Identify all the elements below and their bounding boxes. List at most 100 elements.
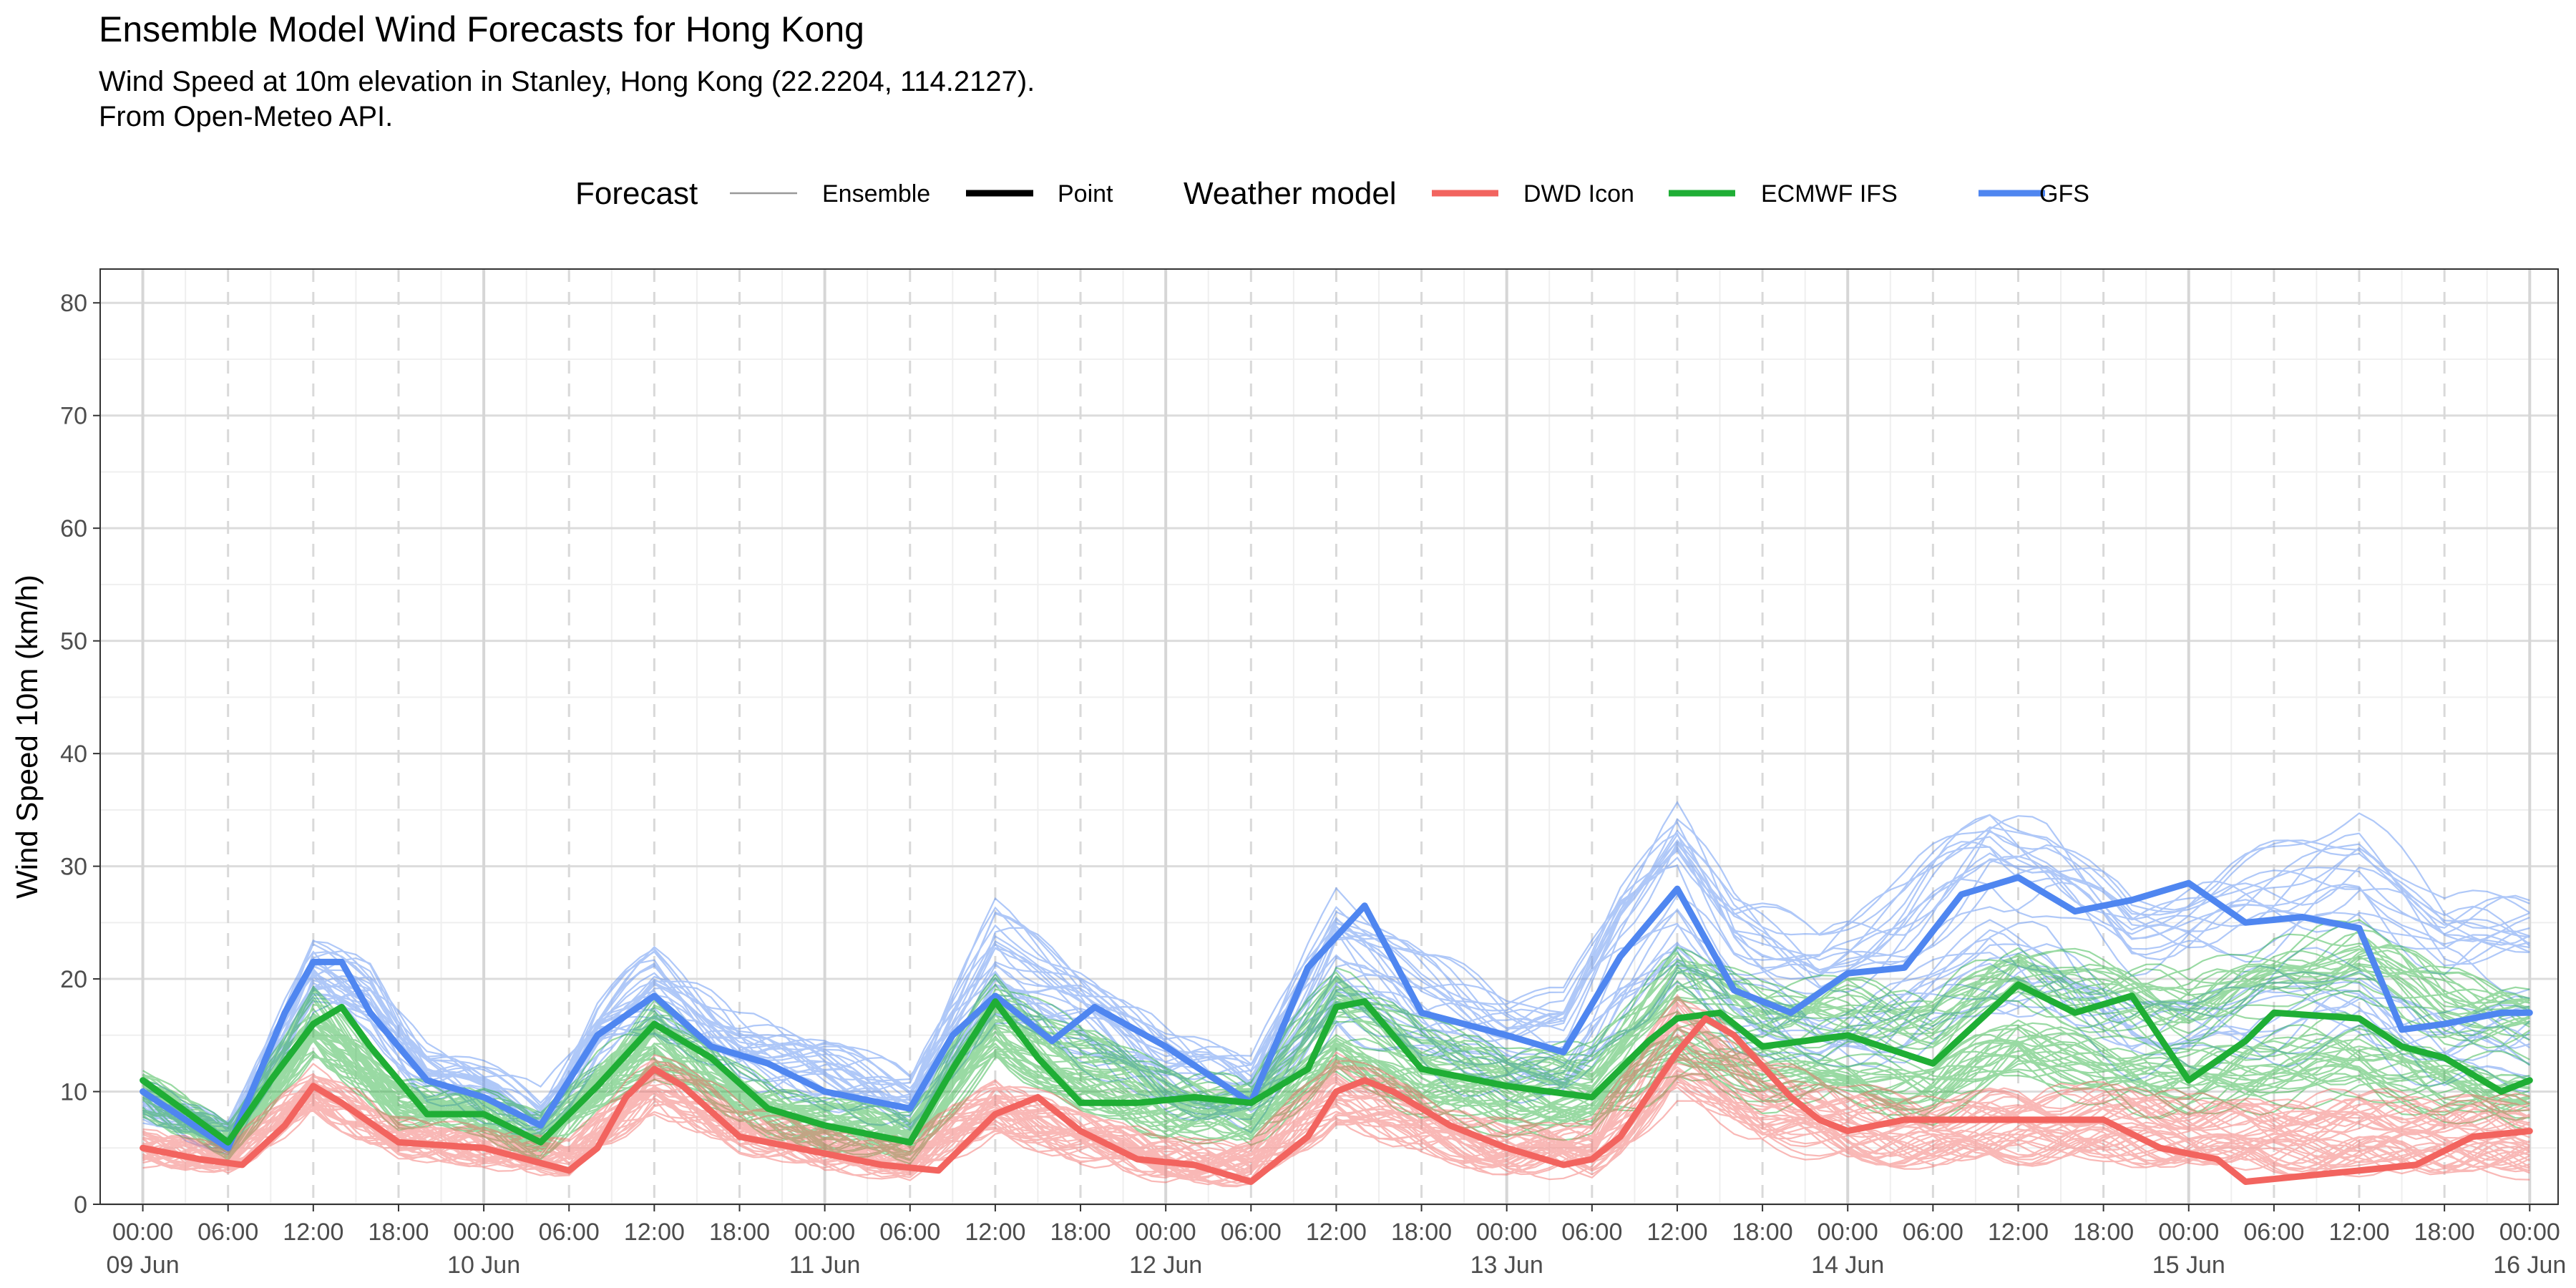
point-forecast-line-dwd-icon	[140, 1015, 2533, 1185]
ensemble-member-line	[142, 1016, 2530, 1154]
x-tick-label: 00:00	[1136, 1219, 1196, 1246]
ensemble-member-line	[142, 1012, 2530, 1165]
x-tick-label: 06:00	[1903, 1219, 1963, 1246]
ensemble-member-line	[142, 933, 2530, 1150]
x-tick-date-label: 16 Jun	[2493, 1252, 2566, 1279]
ensemble-member-line	[142, 1001, 2530, 1166]
point-forecast-line-ecmwf-ifs	[140, 981, 2533, 1146]
x-tick-date-label: 10 Jun	[447, 1252, 520, 1279]
ensemble-member-line	[142, 944, 2530, 1159]
y-tick-label: 30	[60, 854, 87, 881]
x-tick-label: 18:00	[2414, 1219, 2475, 1246]
x-tick-label: 12:00	[2328, 1219, 2389, 1246]
x-tick-label: 06:00	[1561, 1219, 1622, 1246]
ensemble-member-line	[142, 980, 2530, 1136]
ensemble-member-line	[142, 1072, 2530, 1181]
legend-ensemble-label: Ensemble	[822, 180, 930, 208]
ensemble-member-line	[142, 964, 2530, 1147]
y-tick-label: 60	[60, 515, 87, 542]
x-tick-label: 18:00	[1391, 1219, 1452, 1246]
x-tick-label: 06:00	[1221, 1219, 1282, 1246]
ensemble-member-line	[142, 919, 2530, 1158]
ensemble-member-line	[142, 812, 2530, 1126]
ensemble-member-line	[142, 839, 2530, 1143]
ensemble-member-line	[142, 967, 2530, 1152]
ensemble-member-line	[142, 1019, 2530, 1154]
x-tick-label: 12:00	[1988, 1219, 2049, 1246]
x-tick-label: 18:00	[1732, 1219, 1793, 1246]
x-tick-date-label: 14 Jun	[1811, 1252, 1884, 1279]
ensemble-member-line	[142, 1070, 2530, 1181]
ensemble-member-line	[142, 1070, 2530, 1178]
x-tick-label: 06:00	[197, 1219, 258, 1246]
x-tick-date-label: 13 Jun	[1470, 1252, 1543, 1279]
ensemble-member-line	[142, 1083, 2530, 1181]
x-tick-date-label: 11 Jun	[789, 1252, 861, 1279]
ensemble-member-line	[142, 1062, 2530, 1185]
y-tick-label: 80	[60, 290, 87, 317]
ensemble-member-line	[142, 1073, 2530, 1186]
x-tick-label: 06:00	[879, 1219, 940, 1246]
ensemble-member-line	[142, 998, 2530, 1168]
chart-title: Ensemble Model Wind Forecasts for Hong K…	[99, 9, 864, 49]
ensemble-member-line	[142, 864, 2530, 1146]
x-tick-label: 12:00	[965, 1219, 1025, 1246]
ensemble-member-line	[142, 1027, 2530, 1154]
ensemble-member-line	[142, 950, 2530, 1156]
ensemble-member-line	[142, 952, 2530, 1155]
ensemble-member-line	[142, 950, 2530, 1138]
ensemble-member-line	[142, 948, 2530, 1146]
ensemble-member-line	[142, 1043, 2530, 1169]
legend-forecast-title: Forecast	[575, 176, 698, 211]
ensemble-member-line	[142, 1083, 2530, 1186]
y-tick-label: 40	[60, 741, 87, 768]
ensemble-group-gfs	[142, 801, 2531, 1156]
ensemble-member-line	[142, 1023, 2530, 1161]
ensemble-member-line	[142, 1081, 2530, 1176]
x-tick-label: 06:00	[539, 1219, 600, 1246]
ensemble-member-line	[142, 1077, 2530, 1179]
legend-label-dwd-icon: DWD Icon	[1523, 180, 1634, 208]
x-tick-label: 00:00	[2499, 1219, 2560, 1246]
ensemble-member-line	[142, 1024, 2530, 1143]
x-tick-label: 12:00	[1646, 1219, 1707, 1246]
x-tick-label: 00:00	[1818, 1219, 1878, 1246]
plot-panel	[100, 269, 2558, 1204]
y-tick-label: 0	[74, 1191, 87, 1219]
ensemble-member-line	[142, 1032, 2530, 1147]
x-tick-label: 00:00	[454, 1219, 514, 1246]
ensemble-member-line	[142, 1015, 2530, 1150]
ensemble-member-line	[142, 840, 2530, 1130]
ensemble-member-line	[142, 1013, 2530, 1160]
ensemble-member-line	[142, 814, 2530, 1128]
subtitle-line: From Open-Meteo API.	[99, 101, 394, 132]
ensemble-member-line	[142, 1037, 2530, 1158]
ensemble-member-line	[142, 1068, 2530, 1181]
x-tick-label: 00:00	[2158, 1219, 2219, 1246]
point-forecast-line-gfs	[140, 874, 2533, 1151]
x-tick-label: 18:00	[709, 1219, 770, 1246]
legend-model-title: Weather model	[1184, 176, 1397, 211]
ensemble-member-line	[142, 1015, 2530, 1151]
ensemble-member-line	[142, 839, 2530, 1148]
x-tick-label: 00:00	[1476, 1219, 1537, 1246]
chart-subtitle: Wind Speed at 10m elevation in Stanley, …	[99, 64, 1035, 135]
x-tick-date-label: 09 Jun	[107, 1252, 180, 1279]
ensemble-member-line	[142, 1008, 2530, 1171]
x-tick-label: 12:00	[1306, 1219, 1367, 1246]
ensemble-member-line	[142, 1038, 2530, 1147]
ensemble-member-line	[142, 1026, 2530, 1158]
x-tick-label: 06:00	[2243, 1219, 2304, 1246]
ensemble-member-line	[142, 1003, 2530, 1171]
x-tick-label: 18:00	[1050, 1219, 1111, 1246]
y-tick-label: 10	[60, 1079, 87, 1106]
x-tick-label: 18:00	[368, 1219, 429, 1246]
ensemble-member-line	[142, 832, 2530, 1126]
ensemble-member-line	[142, 1011, 2530, 1169]
x-tick-date-label: 12 Jun	[1129, 1252, 1202, 1279]
y-tick-label: 50	[60, 628, 87, 655]
ensemble-member-line	[142, 821, 2530, 1143]
x-tick-label: 12:00	[624, 1219, 685, 1246]
x-tick-label: 18:00	[2073, 1219, 2134, 1246]
